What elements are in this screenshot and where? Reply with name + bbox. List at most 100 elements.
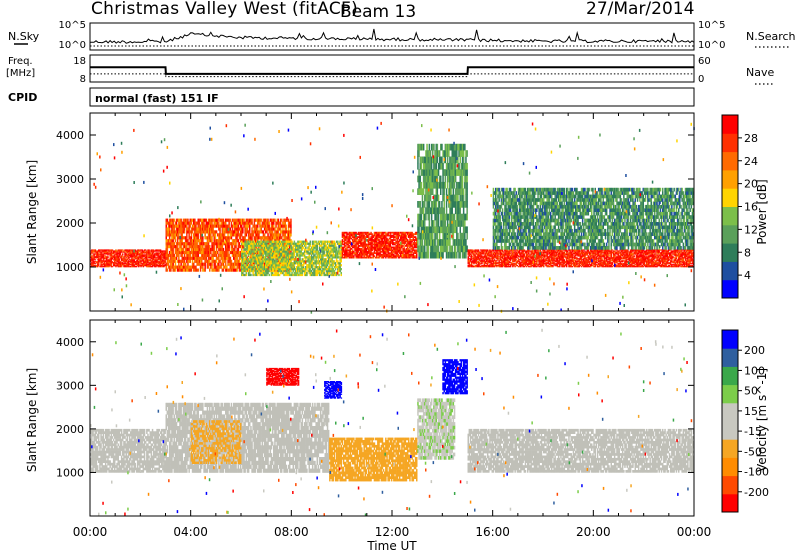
heatmap-cell [101,256,103,258]
heatmap-cell [260,247,262,252]
heatmap-cell [156,261,158,263]
heatmap-cell [263,221,266,225]
heatmap-cell [131,262,133,264]
heatmap-cell [181,242,183,246]
heatmap-cell [227,253,229,257]
heatmap-cell [181,236,183,240]
heatmap-cell [126,252,129,254]
heatmap-cell [205,227,207,231]
heatmap-cell [228,259,230,263]
heatmap-cell [193,250,195,255]
heatmap-cell [141,264,143,266]
heatmap-cell [262,218,265,222]
heatmap-cell [217,233,219,237]
heatmap-cell [119,254,122,256]
heatmap-cell [197,245,199,249]
heatmap-cell [239,230,242,234]
heatmap-cell [220,218,222,222]
heatmap-cell [96,265,99,267]
heatmap-cell [134,261,137,263]
heatmap-cell [340,258,342,261]
heatmap-cell [176,224,179,228]
heatmap-cell [236,227,238,231]
heatmap-cell [108,263,110,265]
heatmap-cell [225,230,227,234]
heatmap-cell [233,224,235,228]
heatmap-cell [221,253,224,257]
heatmap-cell [111,253,114,255]
heatmap-cell [210,218,212,222]
heatmap-cell [238,227,241,231]
heatmap-cell [93,256,95,258]
heatmap-cell [199,239,202,243]
heatmap-cell [119,252,122,254]
heatmap-cell [188,236,190,240]
heatmap-cell [135,257,138,259]
nsky-line [89,28,695,44]
heatmap-cell [230,259,233,263]
cpid-label: CPID [8,91,37,104]
heatmap-cell [260,218,262,222]
heatmap-cell [190,265,193,269]
heatmap-cell [96,257,99,259]
heatmap-cell [156,250,158,252]
heatmap-cell [417,162,419,170]
heatmap-cell [162,261,164,263]
heatmap-cell [158,265,161,267]
heatmap-cell [211,247,213,252]
heatmap-cell [335,246,338,249]
heatmap-cell [228,256,230,260]
heatmap-cell [99,259,101,261]
heatmap-cell [213,262,215,266]
heatmap-cell [253,258,256,261]
heatmap-cell [223,256,226,260]
heatmap-cell [155,262,157,264]
heatmap-cell [146,266,148,268]
heatmap-cell [198,218,201,222]
heatmap-cell [115,257,117,259]
heatmap-cell [92,250,94,252]
heatmap-cell [244,221,246,225]
heatmap-cell [147,255,149,257]
heatmap-cell [186,230,188,234]
heatmap-cell [159,262,162,264]
heatmap-cell [180,218,182,222]
heatmap-cell [290,221,292,225]
heatmap-cell [125,254,127,256]
heatmap-cell [205,242,207,246]
heatmap-cell [230,221,233,225]
heatmap-cell [109,255,111,257]
heatmap-cell [103,263,106,265]
heatmap-cell [100,263,102,265]
heatmap-cell [260,253,262,257]
heatmap-cell [142,251,145,253]
heatmap-cell [179,250,181,255]
heatmap-cell [196,256,198,260]
heatmap-cell [238,242,241,246]
heatmap-cell [175,245,178,249]
heatmap-cell [154,265,156,267]
heatmap-cell [220,236,222,240]
heatmap-cell [154,263,156,265]
heatmap-cell [203,218,205,222]
heatmap-cell [228,236,230,240]
heatmap-cell [262,233,265,237]
heatmap-cell [91,256,93,258]
nave-label: Nave [746,66,774,79]
heatmap-cell [133,252,135,254]
heatmap-cell [134,255,137,257]
heatmap-cell [179,230,181,234]
heatmap-cell [92,258,94,260]
heatmap-cell [109,257,111,259]
heatmap-cell [265,236,267,240]
heatmap-cell [238,259,241,263]
heatmap-cell [218,221,220,225]
heatmap-cell [108,260,110,262]
heatmap-cell [279,233,282,237]
heatmap-cell [188,256,190,260]
heatmap-cell [242,230,244,234]
heatmap-cell [209,256,211,260]
heatmap-cell [92,255,94,257]
heatmap-cell [186,268,188,272]
heatmap-cell [100,261,102,263]
